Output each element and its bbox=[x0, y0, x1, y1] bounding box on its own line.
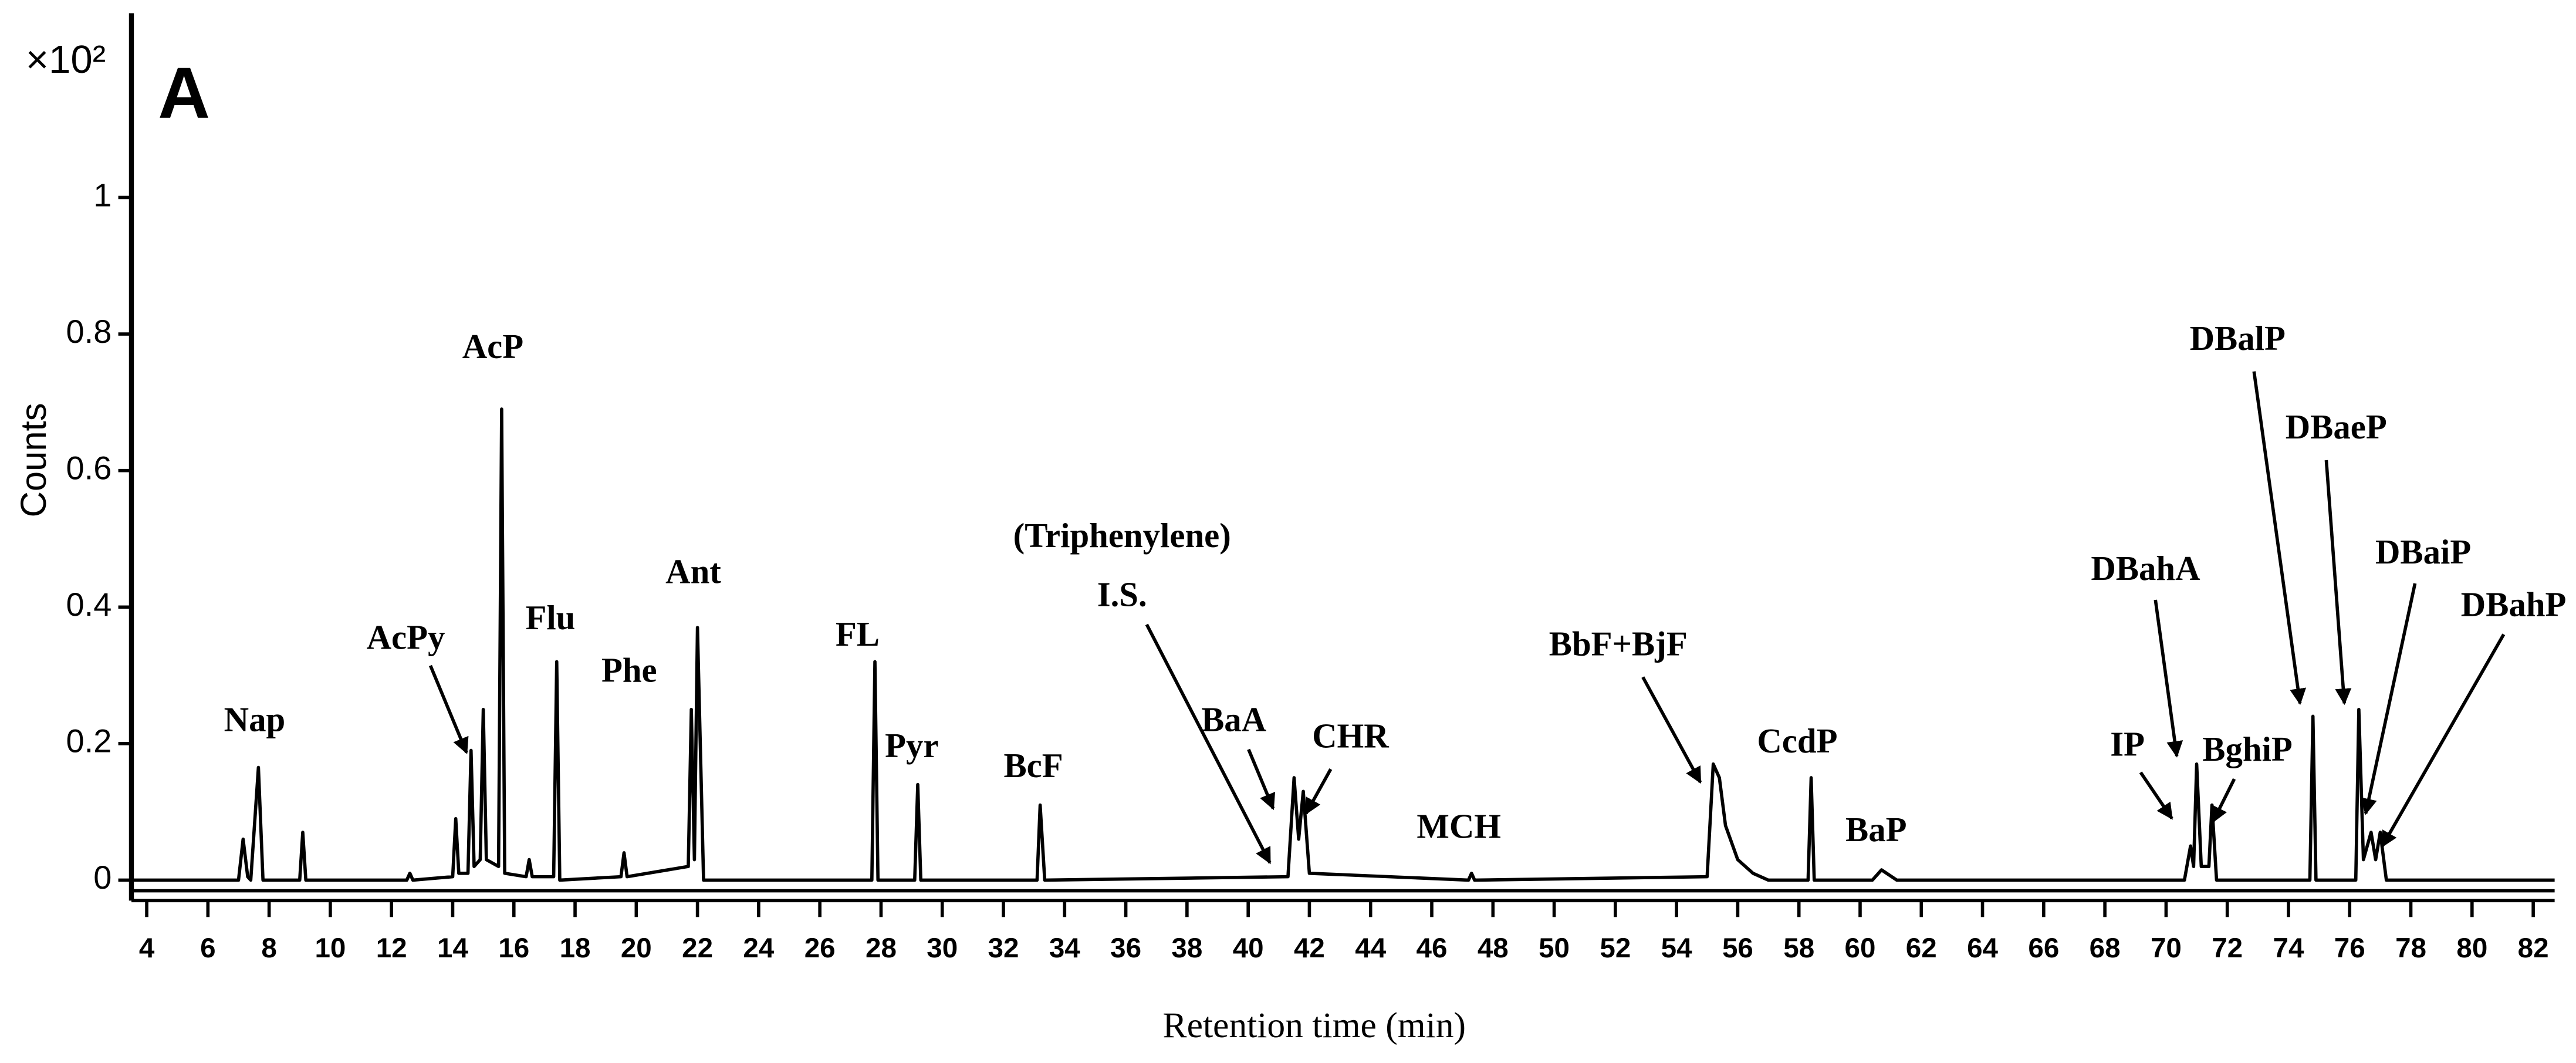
x-tick-label: 38 bbox=[1171, 933, 1202, 964]
peak-label: DBahA bbox=[2091, 549, 2200, 588]
x-tick-label: 80 bbox=[2456, 933, 2487, 964]
x-tick-label: 34 bbox=[1049, 933, 1080, 964]
x-tick-label: 72 bbox=[2212, 933, 2243, 964]
x-tick-label: 82 bbox=[2518, 933, 2549, 964]
y-tick-label: 0.8 bbox=[66, 313, 112, 350]
panel-label: A bbox=[158, 53, 210, 134]
peak-label: Nap bbox=[224, 700, 286, 738]
y-tick-label: 1 bbox=[93, 176, 111, 213]
x-tick-label: 24 bbox=[743, 933, 774, 964]
peak-label: CcdP bbox=[1757, 722, 1837, 760]
y-tick-label: 0 bbox=[93, 859, 111, 896]
x-tick-label: 32 bbox=[988, 933, 1019, 964]
x-tick-label: 42 bbox=[1294, 933, 1325, 964]
peak-label: BcF bbox=[1003, 747, 1063, 785]
x-tick-label: 4 bbox=[139, 933, 155, 964]
peak-label: AcP bbox=[462, 328, 523, 366]
x-tick-label: 26 bbox=[804, 933, 836, 964]
x-tick-label: 50 bbox=[1539, 933, 1570, 964]
peak-label: (Triphenylene) bbox=[1013, 517, 1231, 555]
x-tick-label: 76 bbox=[2334, 933, 2365, 964]
y-tick-label: 0.6 bbox=[66, 449, 112, 486]
x-tick-label: 22 bbox=[682, 933, 713, 964]
x-tick-label: 16 bbox=[498, 933, 529, 964]
x-tick-label: 78 bbox=[2395, 933, 2426, 964]
x-axis-label: Retention time (min) bbox=[1163, 1005, 1466, 1045]
x-tick-label: 40 bbox=[1233, 933, 1264, 964]
peak-label: DBaiP bbox=[2375, 533, 2471, 571]
x-tick-label: 36 bbox=[1110, 933, 1141, 964]
x-tick-label: 68 bbox=[2090, 933, 2121, 964]
x-tick-label: 48 bbox=[1478, 933, 1509, 964]
x-tick-label: 74 bbox=[2273, 933, 2304, 964]
y-axis-label: Counts bbox=[13, 403, 54, 517]
x-tick-label: 30 bbox=[927, 933, 958, 964]
peak-label: AcPy bbox=[367, 618, 445, 656]
x-tick-label: 54 bbox=[1661, 933, 1692, 964]
y-tick-label: 0.4 bbox=[66, 586, 112, 623]
x-tick-label: 12 bbox=[376, 933, 407, 964]
peak-label: I.S. bbox=[1097, 576, 1147, 614]
x-tick-label: 6 bbox=[200, 933, 215, 964]
x-tick-label: 64 bbox=[1967, 933, 1998, 964]
x-tick-label: 10 bbox=[315, 933, 346, 964]
x-tick-label: 58 bbox=[1783, 933, 1814, 964]
x-tick-label: 46 bbox=[1417, 933, 1448, 964]
x-tick-label: 18 bbox=[560, 933, 591, 964]
peak-arrow bbox=[1247, 748, 1276, 811]
peak-arrow bbox=[2154, 599, 2183, 758]
peak-arrow bbox=[428, 664, 469, 754]
peak-label: DBalP bbox=[2190, 319, 2286, 357]
peak-label: FL bbox=[836, 615, 880, 653]
peak-label: BghiP bbox=[2202, 730, 2293, 768]
peak-label: Ant bbox=[665, 552, 721, 590]
x-tick-label: 20 bbox=[621, 933, 652, 964]
x-tick-label: 28 bbox=[866, 933, 897, 964]
x-tick-label: 52 bbox=[1600, 933, 1631, 964]
peak-label: DBahP bbox=[2461, 585, 2567, 623]
x-tick-label: 44 bbox=[1355, 933, 1386, 964]
peak-arrow bbox=[2139, 771, 2173, 820]
y-multiplier: ×10² bbox=[26, 38, 106, 82]
x-tick-label: 8 bbox=[261, 933, 276, 964]
peak-arrow bbox=[2361, 583, 2417, 815]
peak-label: Pyr bbox=[885, 727, 938, 765]
x-tick-label: 66 bbox=[2028, 933, 2059, 964]
peak-arrow bbox=[1641, 676, 1702, 784]
peak-arrow bbox=[2324, 460, 2352, 706]
peak-label: IP bbox=[2110, 725, 2145, 763]
peak-label: MCH bbox=[1417, 807, 1501, 845]
peak-arrow bbox=[1304, 768, 1333, 815]
peak-arrow bbox=[2211, 778, 2236, 824]
peak-arrow bbox=[2381, 633, 2506, 848]
x-tick-label: 14 bbox=[437, 933, 468, 964]
peak-label: Flu bbox=[525, 599, 575, 637]
x-tick-label: 60 bbox=[1845, 933, 1876, 964]
peak-label: BbF+BjF bbox=[1549, 625, 1688, 663]
trace bbox=[131, 407, 2555, 882]
y-tick-label: 0.2 bbox=[66, 723, 112, 760]
peak-label: Phe bbox=[601, 651, 657, 689]
x-tick-label: 70 bbox=[2151, 933, 2182, 964]
peak-label: CHR bbox=[1312, 717, 1389, 755]
x-tick-label: 56 bbox=[1722, 933, 1753, 964]
peak-label: BaA bbox=[1201, 700, 1267, 738]
peak-arrow bbox=[2252, 371, 2307, 706]
peak-arrow bbox=[1145, 623, 1272, 865]
x-tick-label: 62 bbox=[1906, 933, 1937, 964]
peak-label: DBaeP bbox=[2286, 408, 2387, 446]
peak-label: BaP bbox=[1845, 811, 1907, 849]
